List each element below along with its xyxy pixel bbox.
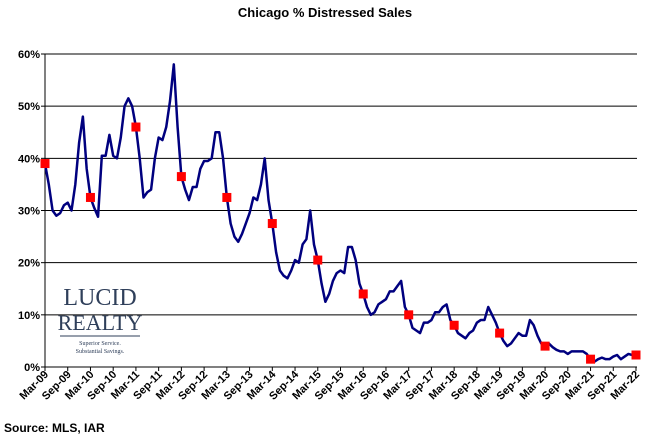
logo-line: LUCID <box>63 285 136 311</box>
marker <box>404 310 414 320</box>
line <box>43 63 636 364</box>
logo: LUCID REALTY Superior Service. Substanti… <box>58 285 143 355</box>
marker <box>176 172 186 182</box>
y-tick-label: 50% <box>18 101 40 113</box>
source: Source: MLS, IAR <box>4 421 105 435</box>
marker <box>358 289 368 299</box>
marker <box>85 192 95 202</box>
marker <box>222 192 232 202</box>
y-tick-label: 30% <box>18 206 40 218</box>
logo-tagline: Substantial Savings. <box>76 349 125 355</box>
chart-title: Chicago % Distressed Sales <box>238 5 412 20</box>
marker <box>131 122 141 132</box>
y-tick-label: 40% <box>18 153 40 165</box>
logo-line: REALTY <box>58 310 143 335</box>
logo-tagline: Superior Service. <box>79 341 121 347</box>
y-tick-label: 60% <box>18 49 40 61</box>
marker <box>449 320 459 330</box>
marker <box>631 350 641 360</box>
y-tick-label: 20% <box>18 258 40 270</box>
marker <box>540 341 550 351</box>
y-tick-label: 10% <box>18 310 40 322</box>
y-tick-label: 0% <box>24 362 40 374</box>
marker <box>267 219 277 229</box>
marker <box>495 328 505 338</box>
marker <box>40 159 50 169</box>
marker <box>586 354 596 364</box>
marker <box>313 255 323 265</box>
